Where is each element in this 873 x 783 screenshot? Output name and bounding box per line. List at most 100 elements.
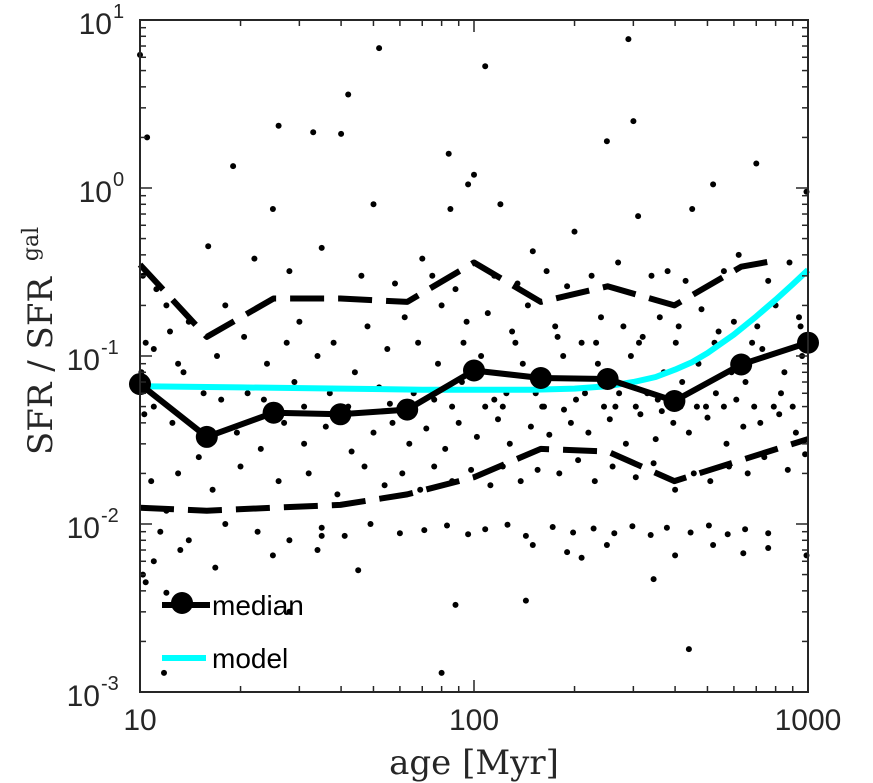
galaxy-point (195, 454, 202, 461)
svg-text:1: 1 (113, 1, 124, 23)
galaxy-point (616, 390, 623, 397)
y-tick-label-1e1: 10 1 (79, 1, 125, 41)
galaxy-point (465, 181, 472, 188)
galaxy-point (690, 470, 697, 477)
galaxy-point (685, 429, 692, 436)
galaxy-point (720, 403, 727, 410)
galaxy-point (627, 353, 634, 359)
galaxy-point (594, 360, 601, 367)
galaxy-point (389, 419, 396, 426)
galaxy-point (590, 525, 597, 532)
galaxy-point (679, 379, 686, 385)
galaxy-point (345, 91, 352, 98)
galaxy-point (593, 339, 600, 346)
galaxy-point (209, 486, 216, 493)
galaxy-point (672, 486, 679, 493)
galaxy-point (438, 669, 445, 676)
galaxy-point (260, 396, 267, 403)
galaxy-point (281, 419, 288, 426)
galaxy-point (142, 339, 149, 346)
galaxy-point (603, 138, 610, 145)
galaxy-point (254, 528, 261, 535)
galaxy-point (275, 122, 282, 129)
galaxy-point (482, 526, 489, 533)
galaxy-point (625, 36, 632, 43)
galaxy-point (445, 150, 452, 157)
galaxy-point (401, 314, 408, 321)
galaxy-point (682, 277, 689, 284)
x-tick-label-10: 10 (123, 704, 156, 737)
galaxy-point (361, 463, 368, 470)
galaxy-point (506, 440, 513, 447)
galaxy-point (560, 353, 567, 359)
galaxy-point (484, 310, 491, 317)
galaxy-point (797, 323, 804, 330)
x-tick-label-1000: 1000 (775, 704, 842, 737)
galaxy-point (723, 440, 730, 447)
galaxy-point (578, 339, 585, 346)
galaxy-point (167, 328, 173, 335)
galaxy-point (334, 491, 341, 498)
galaxy-point (588, 272, 595, 279)
galaxy-point (620, 323, 627, 330)
galaxy-point (698, 306, 705, 313)
galaxy-point (742, 526, 749, 533)
galaxy-point (185, 537, 192, 544)
galaxy-point (606, 416, 613, 423)
galaxy-point (487, 482, 494, 489)
galaxy-point (670, 419, 677, 426)
galaxy-point (367, 521, 374, 527)
galaxy-point (460, 339, 467, 346)
axes-box (139, 19, 809, 693)
galaxy-point (705, 522, 712, 529)
galaxy-point (348, 448, 355, 455)
svg-text:10: 10 (67, 680, 100, 713)
svg-text:10: 10 (67, 512, 100, 545)
galaxy-point (512, 339, 519, 346)
galaxy-point (269, 206, 276, 212)
galaxy-point (632, 474, 639, 481)
galaxy-point (370, 201, 377, 208)
galaxy-point (435, 360, 441, 367)
galaxy-point (751, 403, 758, 410)
galaxy-point (150, 346, 157, 352)
galaxy-point (468, 466, 475, 473)
svg-text:10: 10 (79, 176, 112, 209)
galaxy-point (519, 360, 526, 367)
galaxy-point (703, 403, 709, 410)
galaxy-point (685, 646, 692, 653)
galaxy-point (693, 403, 700, 410)
galaxy-point (286, 537, 293, 544)
median-marker (195, 425, 218, 448)
galaxy-point (355, 567, 362, 574)
galaxy-point (522, 532, 529, 539)
galaxy-point (611, 530, 618, 537)
galaxy-point (257, 445, 264, 452)
galaxy-point (704, 414, 711, 421)
galaxy-point (283, 339, 290, 346)
galaxy-point (218, 396, 225, 403)
svg-text:gal: gal (19, 227, 44, 261)
galaxy-point (529, 248, 536, 255)
legend: median model (162, 590, 304, 674)
svg-text:-1: -1 (101, 337, 119, 359)
galaxy-point (478, 353, 485, 359)
galaxy-point (175, 470, 182, 477)
median-marker (463, 359, 485, 382)
galaxy-point (449, 403, 456, 410)
galaxy-point (491, 396, 498, 403)
galaxy-point (672, 339, 679, 346)
galaxy-point (495, 416, 501, 423)
galaxy-point (473, 433, 480, 440)
galaxy-point (650, 576, 657, 583)
galaxy-point (286, 268, 293, 275)
galaxy-point (148, 478, 155, 485)
galaxy-point (423, 425, 430, 432)
galaxy-point (753, 160, 760, 167)
galaxy-point (591, 478, 598, 485)
galaxy-point (161, 669, 167, 676)
galaxy-point (442, 445, 449, 452)
galaxy-point (675, 323, 682, 330)
galaxy-point (222, 521, 229, 527)
